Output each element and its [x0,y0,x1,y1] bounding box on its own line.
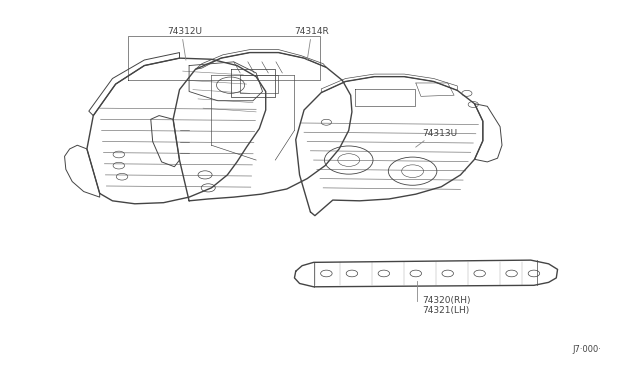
Text: J7·000·: J7·000· [572,344,601,353]
Text: 74321(LH): 74321(LH) [422,306,469,315]
Text: 74320(RH): 74320(RH) [422,296,470,305]
Text: 74313U: 74313U [422,129,458,138]
Text: 74312U: 74312U [167,27,202,36]
Text: 74314R: 74314R [294,27,329,36]
